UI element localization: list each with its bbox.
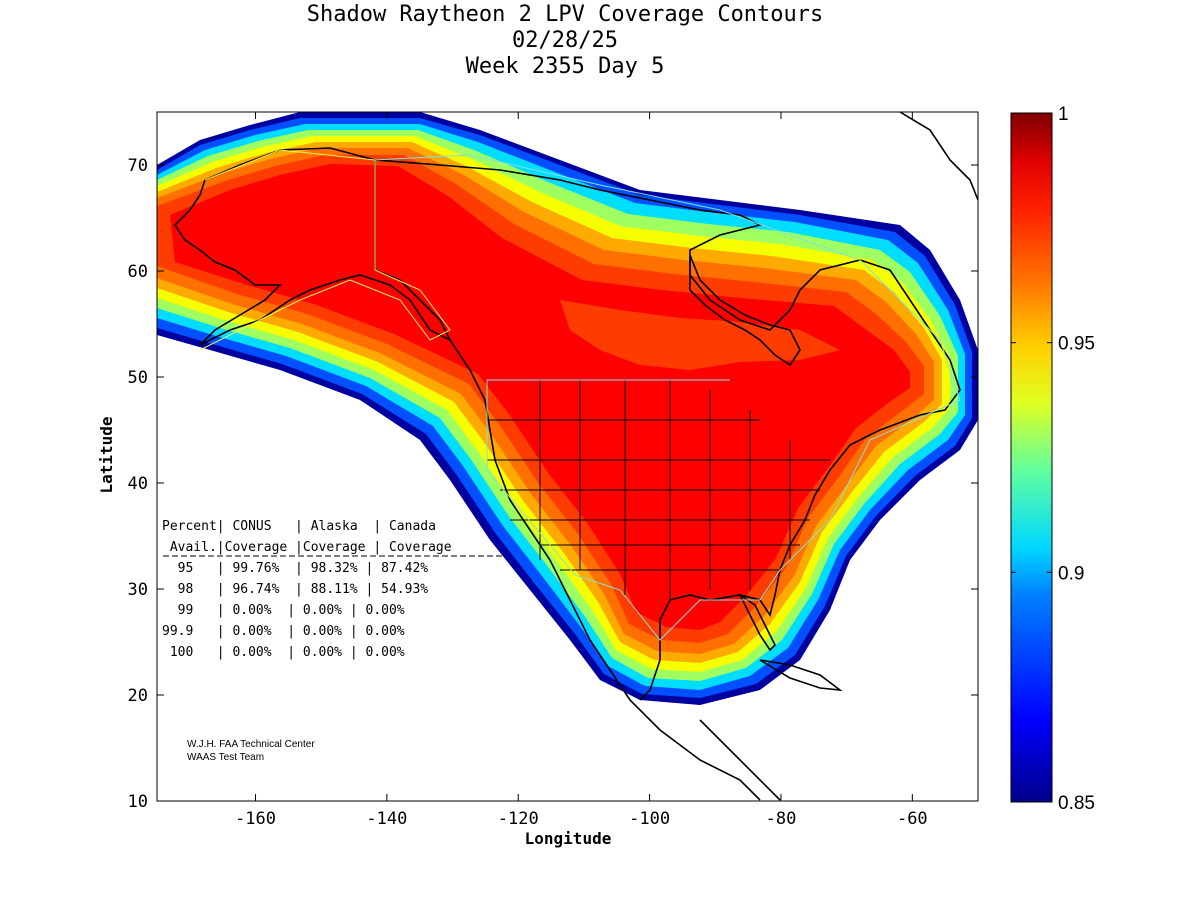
- x-tick-label: -100: [629, 809, 670, 829]
- title-line-1: Shadow Raytheon 2 LPV Coverage Contours: [307, 2, 824, 27]
- x-tick-label: -140: [366, 809, 407, 829]
- x-tick-label: -120: [498, 809, 539, 829]
- table-row: 100 | 0.00% | 0.00% | 0.00%: [162, 645, 405, 660]
- y-axis: 10 20 30 40 50 60 70: [128, 156, 978, 812]
- y-tick-label: 20: [128, 686, 148, 706]
- table-header-2: Avail.|Coverage |Coverage | Coverage: [162, 540, 452, 555]
- coverage-contours: [157, 112, 978, 801]
- y-tick-label: 50: [128, 368, 148, 388]
- x-axis: -160 -140 -120 -100 -80 -60: [235, 112, 928, 829]
- x-tick-label: -60: [897, 809, 928, 829]
- credit-line-1: W.J.H. FAA Technical Center: [187, 739, 315, 750]
- title-line-3: Week 2355 Day 5: [466, 54, 665, 79]
- colorbar-ticks: 0.85 0.9 0.95 1: [1011, 104, 1095, 814]
- coastline-alaska: [173, 147, 452, 346]
- colorbar-tick-label: 0.85: [1058, 793, 1095, 814]
- y-axis-label: Latitude: [97, 416, 116, 493]
- x-tick-label: -160: [235, 809, 276, 829]
- table-row: 98 | 96.74% | 88.11% | 54.93%: [162, 582, 428, 597]
- coastline-florida: [737, 592, 776, 652]
- y-tick-label: 60: [128, 262, 148, 282]
- table-row: 99.9 | 0.00% | 0.00% | 0.00%: [162, 624, 405, 639]
- colorbar: [1010, 112, 1053, 803]
- y-tick-label: 40: [128, 474, 148, 494]
- coverage-table: Percent| CONUS | Alaska | Canada Avail.|…: [162, 519, 503, 660]
- coastline-canada-north: [374, 159, 961, 416]
- y-tick-label: 70: [128, 156, 148, 176]
- table-row: 95 | 99.76% | 98.32% | 87.42%: [162, 561, 428, 576]
- plot-frame: [156, 111, 979, 802]
- colorbar-tick-label: 0.95: [1058, 334, 1095, 355]
- contour-patch-canada: [560, 300, 840, 370]
- coastline-east: [639, 414, 921, 701]
- table-row: 99 | 0.00% | 0.00% | 0.00%: [162, 603, 405, 618]
- credit-line-2: WAAS Test Team: [187, 752, 264, 763]
- coastline-hudson-bay: [689, 254, 801, 367]
- x-tick-label: -80: [766, 809, 797, 829]
- table-header-1: Percent| CONUS | Alaska | Canada: [162, 519, 436, 534]
- coastline-central-america: [699, 719, 781, 801]
- coastline-greenland: [899, 112, 978, 201]
- title-line-2: 02/28/25: [512, 28, 618, 53]
- y-tick-label: 10: [128, 792, 148, 812]
- coastline-cuba: [759, 659, 843, 692]
- colorbar-tick-label: 0.9: [1058, 563, 1084, 584]
- y-tick-label: 30: [128, 580, 148, 600]
- service-area-outlines: [199, 149, 961, 641]
- colorbar-tick-label: 1: [1058, 104, 1069, 125]
- x-axis-label: Longitude: [525, 829, 612, 848]
